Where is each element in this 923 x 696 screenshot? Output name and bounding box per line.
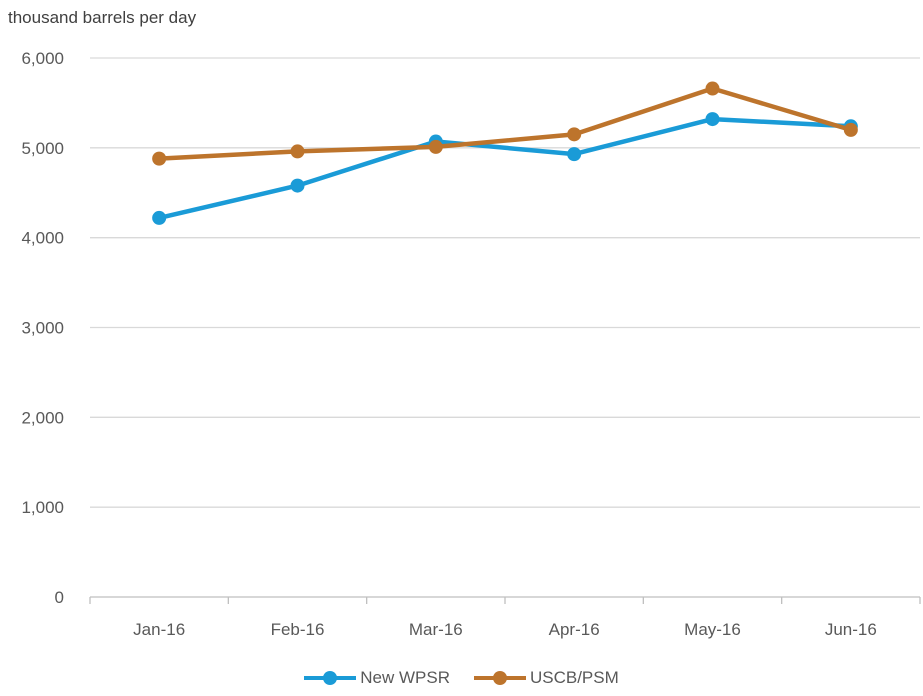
x-tick-label: May-16 — [684, 620, 741, 639]
legend: New WPSR USCB/PSM — [0, 668, 923, 688]
data-point — [567, 147, 582, 162]
data-point — [290, 178, 305, 193]
data-point — [705, 81, 720, 96]
legend-label-new-wpsr: New WPSR — [360, 668, 450, 687]
legend-label-uscb-psm: USCB/PSM — [529, 668, 619, 687]
x-tick-label: Feb-16 — [271, 620, 325, 639]
y-tick-label: 6,000 — [21, 49, 64, 68]
y-axis-tick-labels: 0 1,000 2,000 3,000 4,000 5,000 6,000 — [21, 49, 64, 607]
series-line — [156, 116, 854, 221]
y-tick-label: 3,000 — [21, 319, 64, 338]
y-tick-label: 1,000 — [21, 498, 64, 517]
y-tick-label: 2,000 — [21, 408, 64, 427]
data-point — [567, 127, 582, 142]
y-tick-label: 5,000 — [21, 139, 64, 158]
data-point — [152, 151, 167, 166]
legend-item-new-wpsr: New WPSR — [304, 668, 450, 688]
legend-item-uscb-psm: USCB/PSM — [473, 668, 619, 688]
x-tick-label: Jan-16 — [133, 620, 185, 639]
y-tick-label: 0 — [55, 588, 64, 607]
y-tick-label: 4,000 — [21, 229, 64, 248]
legend-swatch-uscb-psm — [473, 669, 526, 687]
legend-swatch-new-wpsr — [304, 669, 357, 687]
x-axis-tick-labels: Jan-16 Feb-16 Mar-16 Apr-16 May-16 Jun-16 — [133, 620, 877, 639]
data-point — [152, 210, 167, 225]
x-tick-label: Jun-16 — [825, 620, 877, 639]
x-tick-label: Mar-16 — [409, 620, 463, 639]
data-point — [290, 144, 305, 159]
data-point — [705, 112, 720, 127]
data-point — [843, 122, 858, 137]
x-tick-label: Apr-16 — [549, 620, 600, 639]
y-axis-unit-label: thousand barrels per day — [8, 8, 197, 27]
data-point — [428, 139, 443, 154]
series-1 — [152, 81, 858, 166]
series — [152, 81, 858, 225]
series-0 — [152, 112, 858, 225]
series-line — [156, 86, 854, 161]
x-axis — [89, 596, 921, 604]
